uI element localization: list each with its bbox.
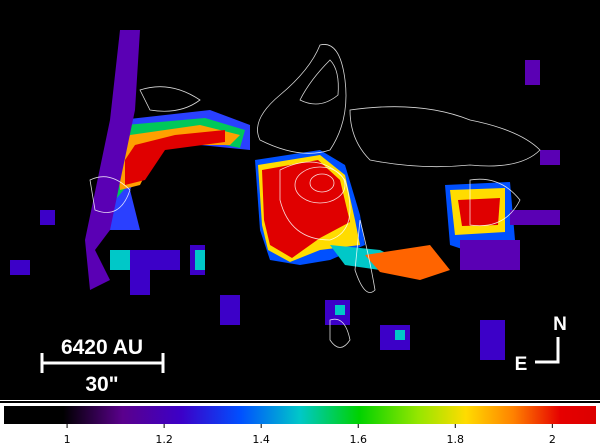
colorbar-tick-label: 1.4 — [252, 433, 270, 446]
colorbar-tick-label: 2 — [549, 433, 556, 446]
colorbar-tick-label: 1.6 — [349, 433, 367, 446]
colorbar-ticks: 1 1.2 1.4 1.6 1.8 2 — [64, 424, 556, 446]
colorbar-tick-label: 1 — [64, 433, 71, 446]
compass-north: N — [553, 314, 567, 335]
scale-distance: 6420 AU — [61, 336, 143, 359]
colorbar-tick-label: 1.2 — [155, 433, 173, 446]
sky-image — [0, 0, 600, 400]
compass-east: E — [515, 354, 528, 375]
scale-angle: 30" — [85, 373, 118, 396]
colorbar — [4, 406, 596, 424]
scale-bar — [40, 353, 165, 373]
compass-arrows — [535, 337, 560, 364]
colorbar-tick-label: 1.8 — [447, 433, 465, 446]
